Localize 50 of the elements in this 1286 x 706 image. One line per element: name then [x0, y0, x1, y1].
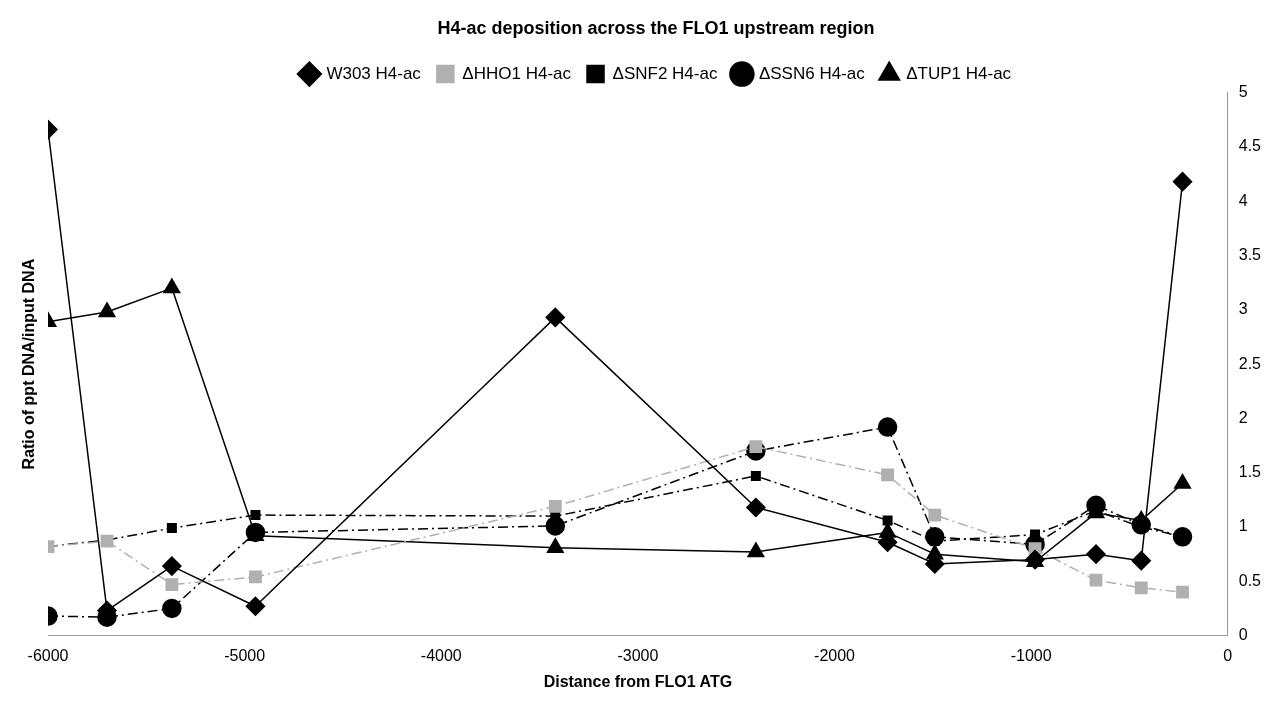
y-tick-label: 2.5: [1238, 354, 1262, 372]
point: [882, 515, 893, 526]
y-axis-title: Ratio of ppt DNA/input DNA: [20, 258, 38, 470]
point: [245, 596, 266, 617]
legend-label: ΔTUP1 H4-ac: [906, 63, 1012, 83]
point: [1176, 585, 1189, 599]
x-axis-title: Distance from FLO1 ATG: [543, 672, 733, 690]
y-tick-label: 2: [1238, 408, 1248, 426]
x-tick-label: -6000: [27, 646, 69, 664]
y-tick-label: 4.5: [1238, 137, 1262, 155]
chart-title: H4-ac deposition across the FLO1 upstream region: [437, 17, 875, 38]
x-tick-label: -5000: [224, 646, 266, 664]
point: [165, 578, 179, 591]
x-tick-label: 0: [1223, 646, 1233, 664]
point: [1134, 581, 1148, 595]
x-tick-label: -1000: [1010, 646, 1052, 664]
x-tick-label: -3000: [617, 646, 659, 664]
point: [1172, 171, 1193, 192]
y-tick-label: 5: [1238, 83, 1248, 101]
point: [881, 468, 894, 482]
point: [1086, 544, 1106, 564]
y-tick-label: 3.5: [1238, 245, 1262, 263]
point: [249, 570, 262, 584]
point: [877, 417, 898, 437]
point: [162, 598, 182, 619]
legend-label: W303 H4-ac: [326, 63, 422, 83]
point: [928, 508, 942, 522]
x-tick-label: -2000: [814, 646, 856, 664]
y-tick-label: 0.5: [1238, 571, 1262, 589]
point: [747, 542, 765, 558]
x-tick-label: -4000: [420, 646, 462, 664]
point: [1131, 550, 1151, 571]
point: [162, 556, 182, 576]
y-tick-label: 1: [1238, 517, 1248, 535]
point: [98, 302, 116, 318]
y-tick-label: 1.5: [1238, 463, 1262, 481]
legend-label: ΔHHO1 H4-ac: [462, 63, 572, 83]
point: [545, 307, 566, 328]
point: [548, 499, 562, 513]
legend-label: ΔSSN6 H4-ac: [758, 63, 866, 83]
point: [166, 523, 177, 534]
point: [163, 278, 181, 294]
y-tick-label: 4: [1238, 191, 1248, 209]
point: [746, 497, 766, 518]
point: [750, 470, 761, 481]
y-tick-label: 0: [1238, 626, 1248, 644]
legend-label: ΔSNF2 H4-ac: [612, 63, 718, 83]
y-tick-label: 3: [1238, 300, 1248, 318]
point: [250, 510, 261, 521]
point: [1089, 573, 1103, 587]
